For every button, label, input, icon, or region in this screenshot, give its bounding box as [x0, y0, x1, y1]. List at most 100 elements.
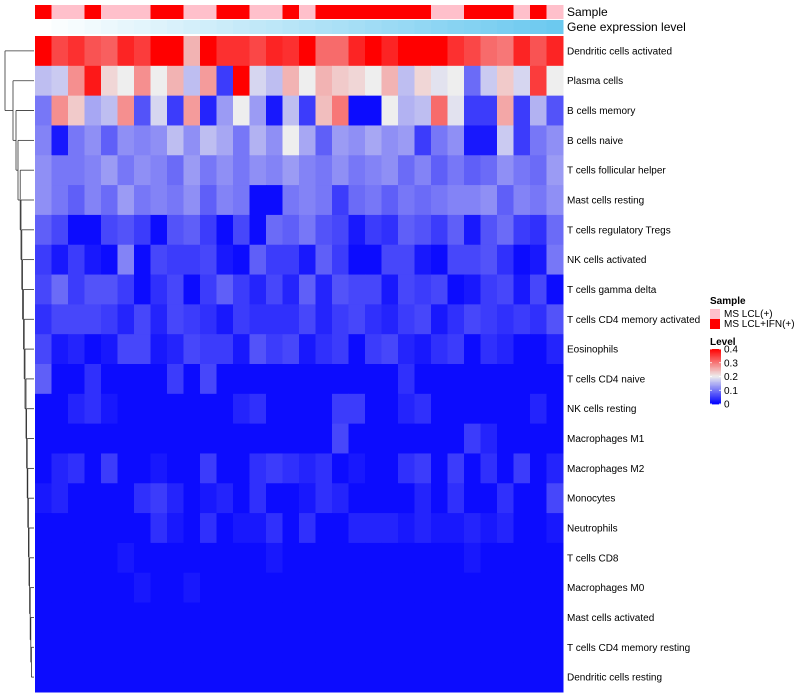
- sample-annotation-cell: [233, 5, 250, 19]
- gene-expression-annotation-cell: [497, 20, 514, 34]
- heatmap-cell: [282, 393, 300, 425]
- heatmap-cell: [299, 483, 316, 514]
- heatmap-cell: [200, 542, 217, 574]
- heatmap-cell: [530, 542, 547, 574]
- row-label: Dendritic cells activated: [567, 46, 672, 57]
- heatmap-cell: [249, 155, 267, 186]
- gene-expression-annotation-cell: [233, 20, 250, 34]
- heatmap-cell: [150, 632, 168, 663]
- heatmap-cell: [117, 244, 135, 276]
- heatmap-cell: [51, 244, 69, 276]
- heatmap-cell: [183, 185, 201, 216]
- heatmap-cell: [117, 304, 135, 335]
- heatmap-cell: [414, 423, 432, 454]
- heatmap-cell: [431, 125, 448, 156]
- heatmap-cell: [167, 244, 184, 276]
- heatmap-cell: [200, 334, 217, 365]
- heatmap-cell: [414, 185, 432, 216]
- heatmap-cell: [117, 513, 135, 544]
- heatmap-cell: [365, 214, 382, 246]
- heatmap-cell: [365, 572, 382, 604]
- gene-expression-annotation-cell: [84, 20, 102, 34]
- heatmap-cell: [233, 542, 250, 574]
- sample-annotation-cell: [68, 5, 85, 19]
- gene-expression-annotation-cell: [117, 20, 135, 34]
- heatmap-cell: [348, 274, 366, 305]
- legend-colorbar-segment: [710, 369, 721, 372]
- heatmap-cell: [134, 572, 151, 604]
- legend-colorbar-segment: [710, 387, 721, 390]
- heatmap-cell: [431, 36, 448, 67]
- heatmap-cell: [117, 632, 135, 663]
- heatmap-cell: [117, 423, 135, 454]
- legend-colorbar-segment: [710, 372, 721, 375]
- heatmap-cell: [348, 602, 366, 633]
- heatmap-cell: [134, 334, 151, 365]
- heatmap-cell: [398, 36, 415, 67]
- heatmap-cell: [348, 453, 366, 484]
- heatmap-cell: [35, 185, 52, 216]
- heatmap-cell: [183, 214, 201, 246]
- heatmap-cell: [480, 513, 498, 544]
- heatmap-cell: [447, 453, 465, 484]
- gene-expression-annotation-cell: [414, 20, 432, 34]
- heatmap-cell: [530, 155, 547, 186]
- heatmap-cell: [447, 95, 465, 126]
- heatmap-cell: [299, 274, 316, 305]
- heatmap-cell: [332, 214, 349, 246]
- heatmap-cell: [150, 125, 168, 156]
- heatmap-cell: [381, 364, 399, 395]
- heatmap-cell: [200, 602, 217, 633]
- sample-annotation-cell: [546, 5, 564, 19]
- sample-annotation-cell: [167, 5, 184, 19]
- heatmap-cell: [348, 334, 366, 365]
- legend-colorbar-segment: [710, 350, 721, 353]
- heatmap-cell: [68, 155, 85, 186]
- heatmap-cell: [497, 542, 514, 574]
- heatmap-cell: [480, 364, 498, 395]
- heatmap-cell: [249, 304, 267, 335]
- gene-expression-annotation-cell: [332, 20, 349, 34]
- heatmap-cell: [480, 542, 498, 574]
- heatmap-cell: [249, 214, 267, 246]
- heatmap-cell: [299, 185, 316, 216]
- legend-colorbar-segment: [710, 386, 721, 388]
- heatmap-cell: [513, 602, 531, 633]
- heatmap-cell: [348, 95, 366, 126]
- heatmap-cell: [365, 304, 382, 335]
- heatmap-cell: [414, 244, 432, 276]
- heatmap-cell: [530, 423, 547, 454]
- heatmap-cell: [530, 214, 547, 246]
- heatmap-cell: [216, 334, 234, 365]
- legend-colorbar-segment: [710, 402, 721, 405]
- gene-expression-annotation-cell: [447, 20, 465, 34]
- heatmap-cell: [447, 513, 465, 544]
- heatmap-cell: [183, 274, 201, 305]
- heatmap-cell: [332, 36, 349, 67]
- heatmap-cell: [282, 423, 300, 454]
- heatmap-cell: [249, 274, 267, 305]
- heatmap-cell: [51, 36, 69, 67]
- heatmap-cell: [84, 65, 102, 97]
- sample-annotation-bar: [35, 5, 564, 19]
- heatmap-cell: [513, 155, 531, 186]
- heatmap-cell: [216, 602, 234, 633]
- row-label: Plasma cells: [567, 76, 623, 87]
- heatmap-cell: [233, 185, 250, 216]
- heatmap-cell: [299, 393, 316, 425]
- heatmap-cell: [35, 542, 52, 574]
- heatmap-cell: [216, 364, 234, 395]
- gene-expression-annotation-cell: [480, 20, 498, 34]
- heatmap-cell: [35, 304, 52, 335]
- heatmap-cell: [315, 95, 333, 126]
- heatmap-cell: [480, 453, 498, 484]
- heatmap-cell: [167, 274, 184, 305]
- heatmap-cell: [117, 662, 135, 693]
- row-label: Mast cells resting: [567, 196, 644, 207]
- heatmap-cell: [315, 244, 333, 276]
- legend-colorbar-segment: [710, 364, 721, 366]
- heatmap-cell: [299, 542, 316, 574]
- heatmap-cell: [134, 274, 151, 305]
- heatmap-cell: [431, 65, 448, 97]
- row-label: T cells regulatory Tregs: [567, 225, 671, 236]
